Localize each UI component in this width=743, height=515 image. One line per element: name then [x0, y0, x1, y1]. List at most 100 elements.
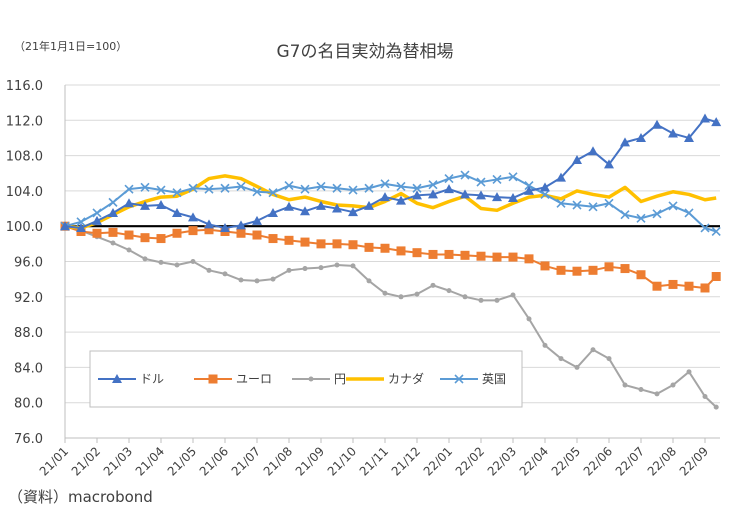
data-point: [142, 256, 148, 262]
data-point: [492, 192, 502, 202]
legend-label: 英国: [482, 372, 506, 386]
y-tick-label: 88.0: [14, 326, 43, 341]
data-point: [590, 347, 596, 353]
data-point: [412, 190, 422, 200]
data-point: [684, 132, 694, 142]
data-point: [332, 203, 342, 213]
data-point: [492, 174, 502, 184]
data-point: [556, 198, 566, 208]
data-point: [206, 267, 212, 273]
data-point: [476, 251, 486, 261]
x-tick-label: 21/03: [101, 444, 135, 478]
x-tick-label: 22/06: [581, 444, 615, 478]
legend-marker: [308, 376, 314, 382]
y-tick-label: 76.0: [14, 432, 43, 447]
data-point: [236, 228, 246, 238]
x-tick-label: 21/07: [229, 444, 263, 478]
data-point: [124, 230, 134, 240]
data-point: [268, 207, 278, 217]
data-point: [188, 212, 198, 222]
data-point: [268, 234, 278, 244]
data-point: [172, 188, 182, 198]
series-0: [60, 113, 722, 232]
data-point: [92, 208, 102, 218]
data-point: [108, 207, 118, 217]
series-lines: [60, 113, 722, 410]
data-point: [364, 200, 374, 210]
data-point: [380, 243, 390, 253]
data-point: [478, 297, 484, 303]
data-point: [636, 132, 646, 142]
data-point: [620, 264, 630, 274]
data-point: [572, 200, 582, 210]
data-point: [76, 222, 86, 232]
x-tick-label: 22/02: [453, 444, 487, 478]
series-1: [60, 221, 721, 293]
data-point: [540, 182, 550, 192]
data-point: [300, 206, 310, 216]
data-point: [684, 281, 694, 291]
data-point: [702, 394, 708, 400]
data-point: [444, 173, 454, 184]
data-point: [140, 233, 150, 243]
data-point: [124, 184, 134, 194]
data-point: [396, 181, 406, 192]
data-point: [476, 177, 486, 187]
x-tick-label: 21/08: [261, 444, 295, 478]
data-point: [444, 184, 454, 194]
data-point: [364, 183, 374, 193]
data-point: [156, 234, 166, 244]
data-point: [700, 283, 710, 293]
data-point: [508, 192, 518, 202]
data-point: [510, 292, 516, 298]
data-point: [526, 316, 532, 322]
series-3: [64, 174, 717, 230]
data-point: [622, 382, 628, 388]
legend: ドル ユーロ 円 カナダ 英国: [89, 350, 523, 408]
data-point: [636, 213, 646, 223]
data-point: [494, 297, 500, 303]
data-point: [284, 181, 294, 191]
x-axis-ticks: 21/0121/0221/0321/0421/0521/0621/0721/08…: [37, 438, 711, 479]
data-point: [700, 113, 710, 123]
data-point: [348, 207, 358, 217]
y-tick-label: 84.0: [14, 361, 43, 376]
data-point: [588, 202, 598, 212]
data-point: [460, 250, 470, 260]
data-point: [604, 198, 614, 208]
data-point: [286, 267, 292, 273]
source-note: （資料）macrobond: [8, 488, 153, 506]
data-point: [334, 262, 340, 268]
data-point: [711, 226, 721, 237]
data-point: [652, 209, 662, 219]
legend-marker: [112, 374, 122, 383]
data-point: [540, 261, 550, 271]
data-point: [604, 159, 614, 169]
data-point: [572, 266, 582, 276]
data-point: [476, 190, 486, 200]
data-point: [284, 235, 294, 245]
data-point: [60, 221, 70, 231]
data-point: [540, 189, 550, 199]
data-point: [588, 265, 598, 275]
data-point: [524, 181, 534, 191]
data-point: [238, 277, 244, 283]
data-point: [572, 155, 582, 165]
data-point: [524, 254, 534, 264]
data-point: [430, 282, 436, 288]
x-tick-label: 21/06: [197, 444, 231, 478]
data-point: [396, 246, 406, 256]
data-point: [668, 279, 678, 289]
data-point: [108, 197, 118, 207]
data-point: [444, 249, 454, 259]
data-point: [711, 272, 721, 282]
data-point: [252, 187, 262, 197]
data-point: [428, 249, 438, 259]
legend-label: カナダ: [388, 371, 424, 386]
legend-box: [89, 350, 523, 408]
data-point: [332, 239, 342, 249]
data-point: [268, 188, 278, 198]
data-point: [300, 237, 310, 247]
x-tick-label: 21/02: [69, 444, 103, 478]
chart-title: G7の名目実効為替相場: [277, 42, 454, 62]
